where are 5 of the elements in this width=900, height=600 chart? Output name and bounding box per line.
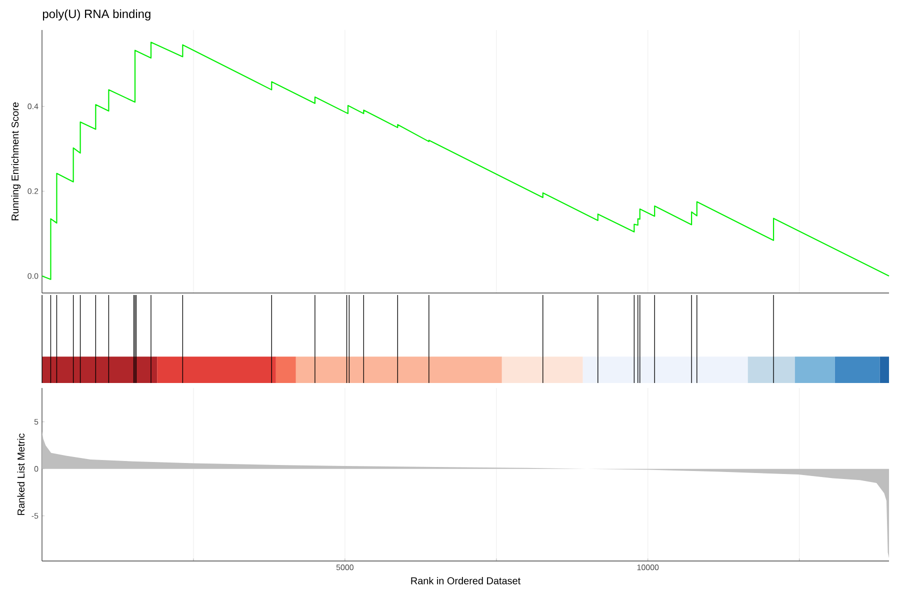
line-series [41,42,890,280]
y-axis-title: Running Enrichment Score [11,102,21,220]
x-axis-title: Rank in Ordered Dataset [411,577,521,584]
chart-title: poly(U) RNA binding [42,9,150,20]
y-axis-title: Ranked List Metric [17,434,25,515]
